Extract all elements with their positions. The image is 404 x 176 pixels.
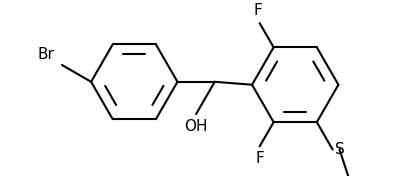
Text: S: S — [335, 142, 344, 157]
Text: F: F — [255, 151, 264, 166]
Text: Br: Br — [37, 47, 54, 62]
Text: OH: OH — [184, 119, 208, 134]
Text: F: F — [253, 3, 262, 18]
